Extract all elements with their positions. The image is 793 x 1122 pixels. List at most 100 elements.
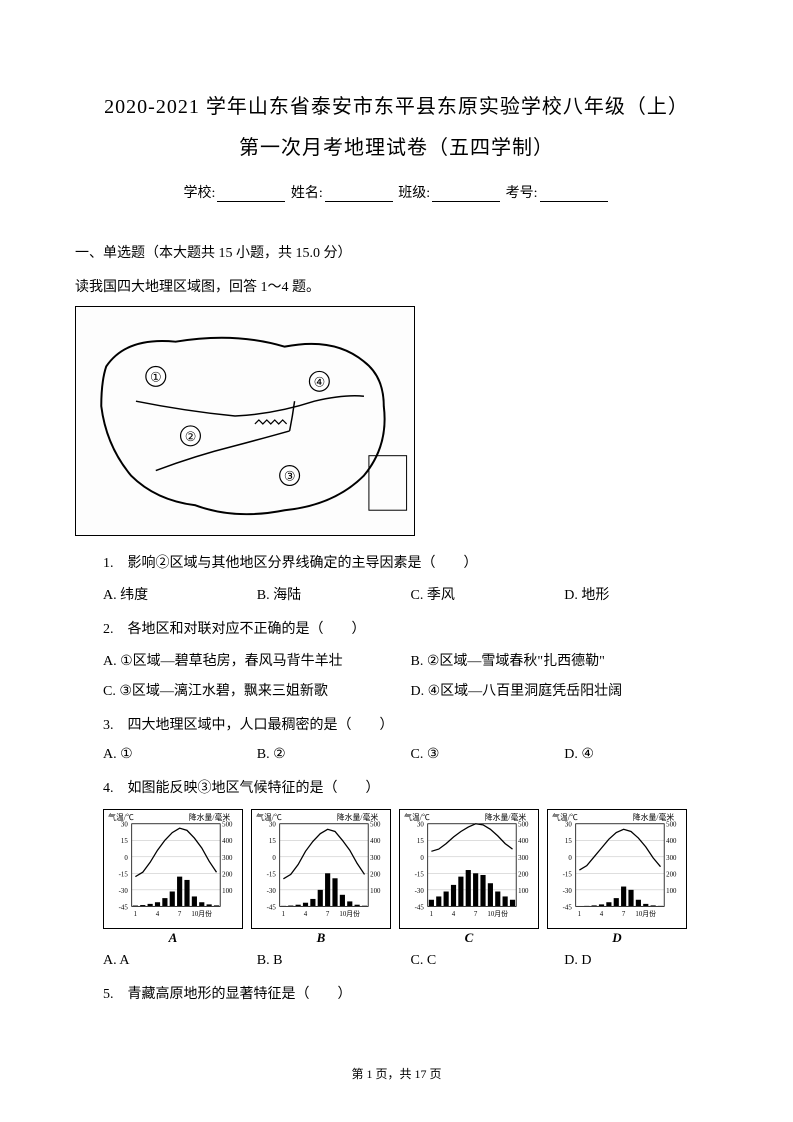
- chart-label: B: [317, 930, 326, 946]
- options-row: C. ③区域—漓江水碧，飘来三姐新歌D. ④区域—八百里洞庭凭岳阳壮阔: [103, 680, 718, 700]
- svg-text:7: 7: [326, 911, 330, 918]
- option[interactable]: C. 季风: [411, 584, 565, 604]
- svg-text:200: 200: [666, 871, 677, 878]
- option[interactable]: D. D: [564, 953, 718, 969]
- boundary-1: [136, 396, 364, 416]
- option[interactable]: A. A: [103, 953, 257, 969]
- options-row: A. AB. BC. CD. D: [103, 953, 718, 969]
- section-header: 一、单选题（本大题共 15 小题，共 15.0 分）: [75, 242, 718, 262]
- svg-text:-30: -30: [119, 888, 129, 895]
- svg-text:4: 4: [452, 911, 456, 918]
- question-text: 4. 如图能反映③地区气候特征的是（ ）: [103, 777, 718, 797]
- boundary-2: [156, 431, 290, 471]
- option[interactable]: B. B: [257, 953, 411, 969]
- svg-text:0: 0: [568, 855, 572, 862]
- svg-text:10月份: 10月份: [635, 909, 656, 918]
- instruction: 读我国四大地理区域图，回答 1～4 题。: [75, 276, 718, 296]
- svg-text:200: 200: [370, 871, 381, 878]
- question-2: 2. 各地区和对联对应不正确的是（ ） A. ①区域—碧草毡房，春风马背牛羊壮B.…: [75, 618, 718, 700]
- chart-label: C: [465, 930, 474, 946]
- svg-text:0: 0: [272, 855, 276, 862]
- svg-text:200: 200: [518, 871, 529, 878]
- svg-text:500: 500: [370, 822, 381, 829]
- option[interactable]: D. ④: [564, 746, 718, 763]
- svg-text:-45: -45: [415, 904, 425, 911]
- option[interactable]: D. 地形: [564, 584, 718, 604]
- question-text: 1. 影响②区域与其他地区分界线确定的主导因素是（ ）: [103, 552, 718, 572]
- questions-container: 1. 影响②区域与其他地区分界线确定的主导因素是（ ）A. 纬度B. 海陆C. …: [75, 552, 718, 1003]
- svg-text:30: 30: [565, 822, 572, 829]
- svg-text:30: 30: [269, 822, 276, 829]
- region-4-label: ④: [314, 375, 326, 389]
- question-5: 5. 青藏高原地形的显著特征是（ ）: [75, 983, 718, 1003]
- svg-text:400: 400: [222, 838, 233, 845]
- blank-school[interactable]: [217, 201, 285, 202]
- svg-text:降水量/毫米: 降水量/毫米: [337, 812, 379, 822]
- option[interactable]: A. ①区域—碧草毡房，春风马背牛羊壮: [103, 650, 411, 670]
- option[interactable]: C. ③: [411, 746, 565, 763]
- option[interactable]: D. ④区域—八百里洞庭凭岳阳壮阔: [411, 680, 719, 700]
- region-1-label: ①: [150, 370, 162, 384]
- svg-text:7: 7: [178, 911, 182, 918]
- svg-text:200: 200: [222, 871, 233, 878]
- climate-chart-D: 气温/℃降水量/毫米30150-15-30-455004003002001001…: [547, 809, 687, 929]
- title-main: 2020-2021 学年山东省泰安市东平县东原实验学校八年级（上）: [75, 90, 718, 119]
- svg-text:500: 500: [518, 822, 529, 829]
- blank-examno[interactable]: [540, 201, 608, 202]
- svg-text:10月份: 10月份: [339, 909, 360, 918]
- question-text: 2. 各地区和对联对应不正确的是（ ）: [103, 618, 718, 638]
- map-svg: ① ② ③ ④: [76, 307, 414, 535]
- option[interactable]: B. ②区域—雪域春秋"扎西德勒": [411, 650, 719, 670]
- option[interactable]: B. 海陆: [257, 584, 411, 604]
- svg-text:降水量/毫米: 降水量/毫米: [485, 812, 527, 822]
- region-2-label: ②: [185, 430, 197, 444]
- svg-text:300: 300: [370, 855, 381, 862]
- climate-charts: 气温/℃降水量/毫米30150-15-30-455004003002001001…: [103, 809, 718, 929]
- option[interactable]: A. ①: [103, 746, 257, 763]
- chart-label: D: [612, 930, 621, 946]
- blank-name[interactable]: [325, 201, 393, 202]
- mountain-symbol: [255, 420, 287, 424]
- svg-text:100: 100: [518, 888, 529, 895]
- china-map: ① ② ③ ④: [75, 306, 415, 536]
- climate-chart-A: 气温/℃降水量/毫米30150-15-30-455004003002001001…: [103, 809, 243, 929]
- svg-text:15: 15: [269, 838, 276, 845]
- svg-text:500: 500: [222, 822, 233, 829]
- svg-text:0: 0: [124, 855, 128, 862]
- svg-text:300: 300: [518, 855, 529, 862]
- label-school: 学校:: [183, 186, 215, 201]
- svg-text:4: 4: [304, 911, 308, 918]
- question-4: 4. 如图能反映③地区气候特征的是（ ） 气温/℃ 降水量/毫米 30 15 0 -15 -3…: [75, 777, 718, 969]
- page-footer: 第 1 页，共 17 页: [0, 1065, 793, 1082]
- svg-text:1: 1: [134, 911, 138, 918]
- svg-text:-45: -45: [563, 904, 573, 911]
- svg-text:10月份: 10月份: [487, 909, 508, 918]
- svg-text:-15: -15: [415, 871, 425, 878]
- svg-text:30: 30: [121, 822, 128, 829]
- option[interactable]: C. ③区域—漓江水碧，飘来三姐新歌: [103, 680, 411, 700]
- option[interactable]: C. C: [411, 953, 565, 969]
- blank-class[interactable]: [432, 201, 500, 202]
- boundary-3: [290, 401, 295, 431]
- option[interactable]: A. 纬度: [103, 584, 257, 604]
- svg-text:100: 100: [222, 888, 233, 895]
- svg-text:100: 100: [666, 888, 677, 895]
- region-3-label: ③: [284, 469, 296, 483]
- svg-text:10月份: 10月份: [191, 909, 212, 918]
- svg-text:-15: -15: [267, 871, 277, 878]
- svg-text:400: 400: [666, 838, 677, 845]
- svg-text:30: 30: [417, 822, 424, 829]
- info-line: 学校: 姓名: 班级: 考号:: [75, 182, 718, 202]
- svg-text:气温/℃: 气温/℃: [552, 812, 578, 822]
- svg-text:1: 1: [578, 911, 582, 918]
- label-name: 姓名:: [291, 186, 323, 201]
- svg-text:15: 15: [121, 838, 128, 845]
- label-examno: 考号:: [506, 186, 538, 201]
- options-row: A. ①B. ②C. ③D. ④: [103, 746, 718, 763]
- climate-chart-B: 气温/℃降水量/毫米30150-15-30-455004003002001001…: [251, 809, 391, 929]
- svg-text:气温/℃: 气温/℃: [404, 812, 430, 822]
- options-row: A. 纬度B. 海陆C. 季风D. 地形: [103, 584, 718, 604]
- options-row: A. ①区域—碧草毡房，春风马背牛羊壮B. ②区域—雪域春秋"扎西德勒": [103, 650, 718, 670]
- option[interactable]: B. ②: [257, 746, 411, 763]
- label-class: 班级:: [398, 186, 430, 201]
